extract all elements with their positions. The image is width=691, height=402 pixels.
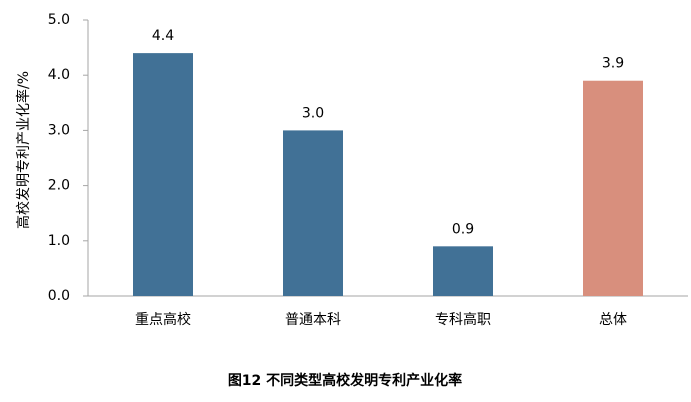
x-tick-label: 专科高职 [435,311,491,328]
value-label: 3.9 [602,56,624,72]
bar [433,246,493,296]
y-tick-label: 3.0 [48,122,70,138]
bar [133,53,193,297]
bar [283,130,343,296]
x-tick-label: 重点高校 [135,311,191,328]
x-tick-label: 总体 [599,312,627,328]
y-tick-label: 2.0 [48,178,70,194]
y-tick-label: 5.0 [48,12,70,28]
value-label: 3.0 [302,105,324,121]
value-label: 4.4 [152,28,174,44]
y-axis-label: 高校发明专利产业化率/% [15,71,32,229]
y-tick-label: 1.0 [48,233,70,249]
y-tick-label: 0.0 [48,288,70,304]
chart-title: 图12 不同类型高校发明专利产业化率 [228,372,462,389]
bar [583,80,643,296]
x-tick-label: 普通本科 [285,312,341,328]
value-label: 0.9 [452,221,474,237]
y-tick-label: 4.0 [48,67,70,83]
